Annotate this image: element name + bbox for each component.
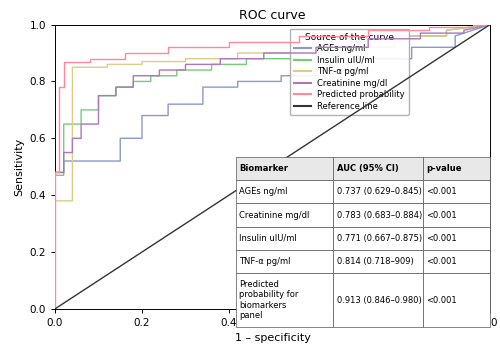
Bar xyxy=(422,250,490,273)
Text: <0.001: <0.001 xyxy=(426,257,456,266)
Text: <0.001: <0.001 xyxy=(426,187,456,196)
Bar xyxy=(422,227,490,250)
Bar xyxy=(334,273,422,327)
Text: Biomarker: Biomarker xyxy=(239,164,288,173)
Text: 0.814 (0.718–909): 0.814 (0.718–909) xyxy=(337,257,413,266)
Bar xyxy=(422,203,490,227)
Text: 0.783 (0.683–0.884): 0.783 (0.683–0.884) xyxy=(337,211,422,220)
Text: 0.771 (0.667–0.875): 0.771 (0.667–0.875) xyxy=(337,234,422,243)
Text: 0.913 (0.846–0.980): 0.913 (0.846–0.980) xyxy=(337,296,421,305)
Text: Creatinine mg/dl: Creatinine mg/dl xyxy=(239,211,310,220)
Text: p-value: p-value xyxy=(426,164,462,173)
Text: <0.001: <0.001 xyxy=(426,211,456,220)
Text: <0.001: <0.001 xyxy=(426,234,456,243)
Bar xyxy=(236,203,334,227)
Bar xyxy=(334,157,422,180)
Title: ROC curve: ROC curve xyxy=(240,9,306,22)
Text: 0.737 (0.629–0.845): 0.737 (0.629–0.845) xyxy=(337,187,422,196)
Bar xyxy=(422,273,490,327)
Bar xyxy=(236,250,334,273)
Y-axis label: Sensitivity: Sensitivity xyxy=(14,138,24,196)
Text: <0.001: <0.001 xyxy=(426,296,456,305)
Text: Predicted
probability for
biomarkers
panel: Predicted probability for biomarkers pan… xyxy=(239,280,298,320)
Text: Insulin uIU/ml: Insulin uIU/ml xyxy=(239,234,297,243)
Bar xyxy=(236,273,334,327)
Bar xyxy=(334,250,422,273)
Text: AGEs ng/ml: AGEs ng/ml xyxy=(239,187,288,196)
X-axis label: 1 – specificity: 1 – specificity xyxy=(234,333,310,344)
Text: TNF-α pg/ml: TNF-α pg/ml xyxy=(239,257,290,266)
Bar xyxy=(236,227,334,250)
Legend: AGEs ng/ml, Insulin uIU/ml, TNF-α pg/ml, Creatinine mg/dl, Predicted probability: AGEs ng/ml, Insulin uIU/ml, TNF-α pg/ml,… xyxy=(290,29,409,115)
Bar xyxy=(334,227,422,250)
Bar xyxy=(236,157,334,180)
Bar xyxy=(334,203,422,227)
Bar xyxy=(236,180,334,203)
Bar xyxy=(422,180,490,203)
Bar xyxy=(334,180,422,203)
Text: AUC (95% CI): AUC (95% CI) xyxy=(337,164,398,173)
Bar xyxy=(422,157,490,180)
